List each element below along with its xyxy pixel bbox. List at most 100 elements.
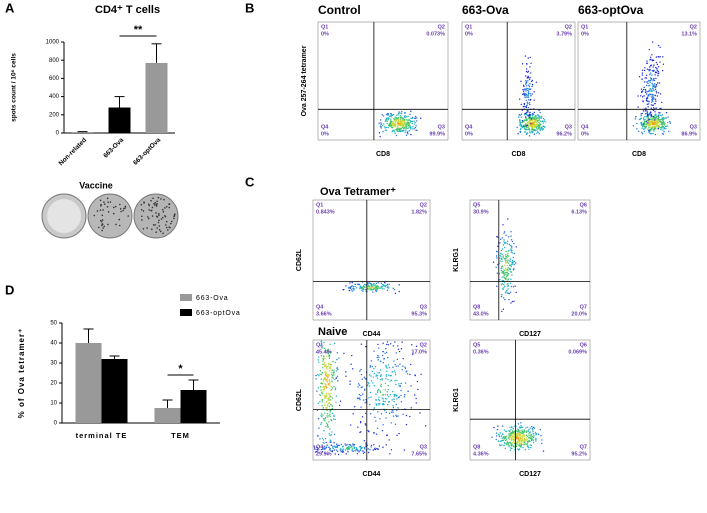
event-dot [406, 370, 408, 372]
event-dot [394, 292, 397, 295]
event-dot [330, 441, 332, 443]
event-dot [351, 448, 353, 451]
event-dot [520, 80, 522, 83]
legend-label: 663-optOva [196, 310, 241, 317]
event-dot [519, 433, 522, 435]
event-dot [527, 70, 530, 72]
event-dot [649, 84, 651, 87]
event-dot [527, 80, 529, 82]
event-dot [381, 379, 383, 381]
event-dot [503, 274, 505, 277]
event-dot [659, 114, 661, 116]
event-dot [326, 368, 328, 370]
event-dot [407, 124, 410, 126]
event-dot [519, 436, 522, 438]
event-dot [512, 431, 515, 434]
event-dot [386, 343, 388, 346]
event-dot [375, 393, 377, 395]
event-dot [323, 341, 325, 344]
event-dot [324, 365, 326, 367]
event-dot [530, 437, 533, 440]
event-dot [501, 310, 503, 313]
event-dot [643, 86, 645, 89]
event-dot [661, 101, 663, 104]
event-dot [396, 129, 399, 131]
event-dot [384, 409, 386, 412]
event-dot [514, 285, 516, 287]
event-dot [365, 445, 367, 448]
spot [155, 231, 157, 234]
event-dot [392, 411, 394, 413]
event-dot [659, 112, 661, 114]
event-dot [652, 100, 654, 103]
event-dot [385, 366, 388, 368]
event-dot [506, 271, 509, 274]
event-dot [535, 119, 538, 121]
event-dot [326, 365, 329, 367]
event-dot [350, 446, 352, 449]
event-dot [377, 354, 379, 357]
event-dot [502, 308, 505, 310]
event-dot [642, 88, 645, 91]
event-dot [373, 432, 375, 434]
plot-frame [461, 21, 576, 141]
event-dot [384, 401, 386, 403]
event-dot [340, 443, 342, 446]
event-dot [519, 437, 522, 440]
event-dot [540, 117, 543, 119]
event-dot [532, 129, 535, 132]
event-dot [321, 347, 323, 349]
event-dot [323, 356, 325, 358]
event-dot [515, 246, 518, 248]
quadrant-name: Q6 [580, 342, 587, 348]
event-dot [530, 118, 533, 120]
event-dot [529, 116, 531, 119]
event-dot [657, 121, 659, 123]
event-dot [417, 388, 419, 391]
event-dot [519, 440, 521, 443]
event-dot [402, 117, 405, 119]
spot [158, 212, 160, 215]
event-dot [351, 450, 353, 452]
event-dot [511, 240, 514, 243]
event-dot [328, 380, 331, 382]
event-dot [373, 367, 375, 370]
event-dot [388, 412, 391, 415]
event-dot [660, 107, 662, 110]
event-dot [650, 114, 653, 117]
event-dot [645, 93, 648, 95]
event-dot [531, 427, 534, 430]
event-dot [504, 267, 507, 269]
event-dot [660, 128, 662, 131]
spot [96, 210, 99, 212]
legend-label: 663-Ova [196, 295, 228, 302]
event-dot [509, 432, 512, 435]
event-dot [320, 415, 322, 417]
event-dot [321, 437, 323, 439]
event-dot [500, 435, 503, 437]
event-dot [656, 68, 658, 70]
event-dot [326, 415, 328, 417]
event-dot [654, 98, 657, 100]
event-dot [528, 78, 531, 80]
event-dot [655, 117, 657, 119]
event-dot [361, 446, 363, 449]
event-dot [637, 106, 639, 108]
event-dot [533, 432, 535, 435]
event-dot [375, 404, 378, 406]
event-dot [329, 382, 331, 384]
event-dot [358, 393, 361, 396]
quadrant-name: Q3 [420, 444, 427, 450]
spot [162, 216, 164, 219]
event-dot [410, 385, 412, 387]
event-dot [386, 403, 389, 406]
event-dot [373, 372, 376, 375]
event-dot [504, 436, 507, 438]
spot [155, 205, 158, 207]
event-dot [655, 77, 657, 80]
event-dot [325, 407, 327, 409]
event-dot [393, 360, 395, 362]
event-dot [328, 446, 330, 449]
event-dot [324, 376, 326, 379]
event-dot [335, 377, 338, 379]
